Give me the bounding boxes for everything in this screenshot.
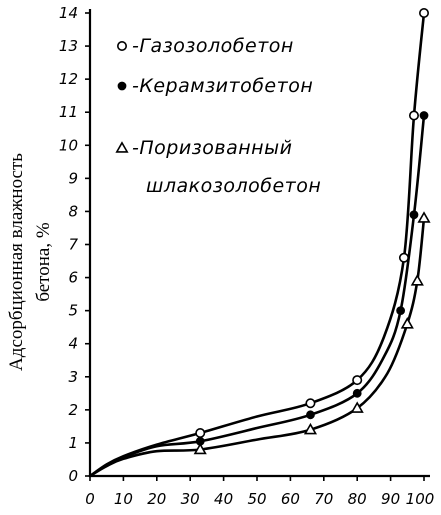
x-tick-label: 40 bbox=[214, 490, 233, 508]
y-tick-label: 3 bbox=[68, 368, 78, 386]
legend-marker-3 bbox=[115, 141, 129, 153]
legend-marker-1 bbox=[117, 40, 128, 51]
legend-label-3-line2: шлакозолобетон bbox=[146, 175, 321, 197]
y-tick-label: 0 bbox=[68, 467, 78, 485]
y-axis-label-line2: бетона, % bbox=[33, 222, 54, 302]
x-tick-label: 20 bbox=[147, 490, 166, 508]
y-tick-label: 5 bbox=[68, 302, 78, 320]
y-axis-label-line1: Адсорбционная влажность bbox=[6, 153, 27, 371]
y-tick-label: 9 bbox=[68, 169, 78, 187]
x-axis-ticks: 0 10 20 30 40 50 60 70 80 90 100 bbox=[85, 476, 434, 508]
y-tick-label: 14 bbox=[59, 4, 78, 22]
x-tick-label: 0 bbox=[85, 490, 95, 508]
data-point-series-1 bbox=[195, 428, 206, 439]
y-tick-label: 6 bbox=[68, 269, 78, 287]
y-tick-label: 11 bbox=[59, 103, 78, 121]
x-tick-label: 70 bbox=[314, 490, 333, 508]
series-line-3 bbox=[88, 216, 426, 478]
x-tick-label: 60 bbox=[281, 490, 300, 508]
series-line-2 bbox=[88, 114, 426, 478]
y-tick-label: 10 bbox=[59, 136, 78, 154]
x-tick-label: 80 bbox=[348, 490, 367, 508]
y-tick-label: 12 bbox=[59, 70, 78, 88]
series-markers bbox=[193, 8, 431, 455]
data-point-series-1 bbox=[352, 375, 363, 386]
data-point-series-1 bbox=[418, 8, 429, 18]
legend-label-2: -Керамзитобетон bbox=[132, 75, 313, 97]
data-point-series-2 bbox=[352, 388, 362, 398]
y-tick-label: 13 bbox=[59, 37, 78, 55]
data-point-series-1 bbox=[408, 110, 419, 121]
data-point-series-2 bbox=[396, 306, 406, 316]
y-tick-label: 7 bbox=[68, 236, 78, 254]
data-point-series-1 bbox=[398, 252, 409, 263]
data-point-series-1 bbox=[305, 398, 316, 409]
data-point-series-3 bbox=[410, 274, 424, 286]
x-tick-label: 100 bbox=[406, 490, 435, 508]
data-point-series-3 bbox=[350, 401, 364, 413]
data-point-series-2 bbox=[419, 111, 429, 120]
data-point-series-2 bbox=[409, 210, 419, 220]
legend-marker-2 bbox=[117, 81, 127, 91]
legend: -Газозолобетон -Керамзитобетон -Поризованн… bbox=[115, 35, 321, 197]
y-tick-label: 4 bbox=[68, 335, 78, 353]
x-tick-label: 50 bbox=[247, 490, 266, 508]
axes bbox=[88, 9, 430, 478]
y-tick-label: 8 bbox=[68, 202, 78, 220]
x-tick-label: 30 bbox=[181, 490, 200, 508]
x-tick-label: 10 bbox=[114, 490, 133, 508]
legend-label-1: -Газозолобетон bbox=[132, 35, 294, 57]
data-point-series-3 bbox=[303, 422, 318, 435]
data-point-series-2 bbox=[306, 410, 315, 420]
data-point-series-3 bbox=[400, 317, 414, 329]
data-point-series-3 bbox=[193, 442, 207, 455]
y-tick-label: 2 bbox=[68, 401, 78, 419]
legend-label-3: -Поризованный bbox=[132, 137, 292, 159]
x-tick-label: 90 bbox=[381, 490, 400, 508]
y-tick-label: 1 bbox=[68, 434, 78, 452]
data-point-series-3 bbox=[417, 211, 431, 223]
